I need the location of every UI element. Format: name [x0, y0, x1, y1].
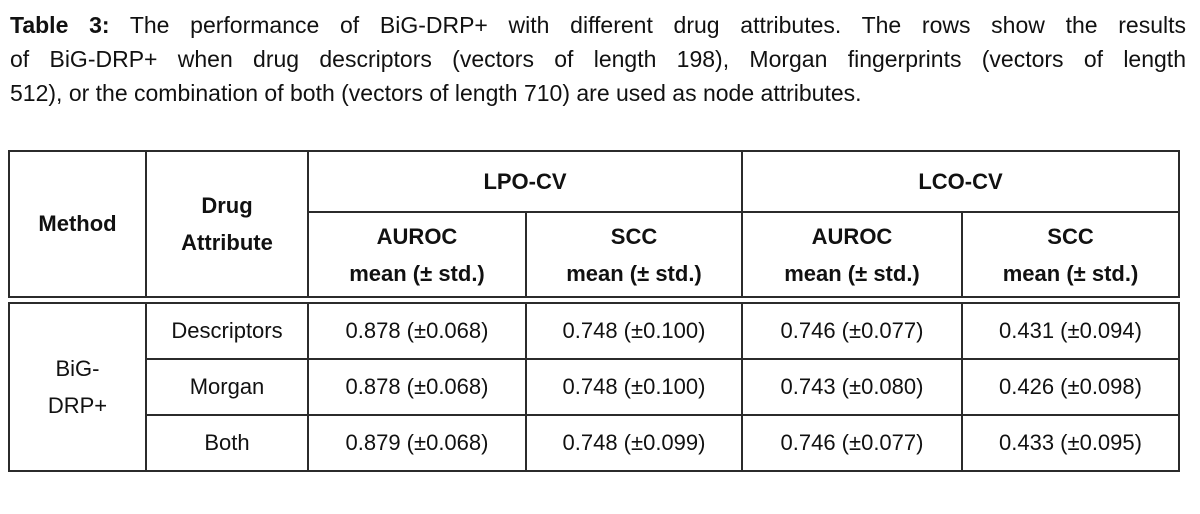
value-cell: 0.878 (±0.068) [307, 302, 527, 360]
value-cell: 0.743 (±0.080) [741, 358, 963, 416]
value-cell: 0.433 (±0.095) [961, 414, 1180, 472]
paper-page: Table 3: The performance of BiG-DRP+ wit… [0, 8, 1200, 514]
value-cell: 0.748 (±0.099) [525, 414, 743, 472]
value-cell: 0.426 (±0.098) [961, 358, 1180, 416]
value-cell: 0.431 (±0.094) [961, 302, 1180, 360]
header-lco-scc-cell: SCC mean (± std.) [960, 211, 1181, 298]
value-cell: 0.748 (±0.100) [525, 358, 743, 416]
method-value-cell: BiG- DRP+ [8, 302, 147, 472]
caption-line-2: of BiG-DRP+ when drug descriptors (vecto… [10, 46, 1186, 72]
value-cell: 0.878 (±0.068) [307, 358, 527, 416]
table-row-both: Both 0.879 (±0.068) 0.748 (±0.099) 0.746… [9, 414, 1180, 472]
header-lco-cv-cell: LCO-CV [740, 150, 1181, 213]
header-method-cell: Method [8, 150, 147, 298]
header-lpo-auroc-cell: AUROC mean (± std.) [307, 211, 527, 298]
table-caption: Table 3: The performance of BiG-DRP+ wit… [10, 8, 1186, 110]
caption-table-label: Table 3: [10, 12, 110, 38]
caption-line-3: 512), or the combination of both (vector… [10, 80, 862, 106]
caption-line-1: Table 3: The performance of BiG-DRP+ wit… [10, 8, 1186, 42]
value-cell: 0.746 (±0.077) [741, 302, 963, 360]
caption-text-1: The performance of BiG-DRP+ with differe… [129, 12, 1186, 38]
header-lpo-scc-cell: SCC mean (± std.) [525, 211, 743, 298]
header-lco-auroc-cell: AUROC mean (± std.) [741, 211, 963, 298]
results-table-header: Method Drug Attribute LPO-CV LCO-CV AURO… [8, 150, 1181, 298]
value-cell: 0.748 (±0.100) [525, 302, 743, 360]
attribute-cell: Both [145, 414, 309, 472]
results-table-body: BiG- DRP+ Descriptors 0.878 (±0.068) 0.7… [8, 302, 1180, 472]
attribute-cell: Descriptors [145, 302, 309, 360]
value-cell: 0.879 (±0.068) [307, 414, 527, 472]
header-lpo-cv-cell: LPO-CV [307, 150, 743, 213]
header-group-row: Method Drug Attribute LPO-CV LCO-CV [8, 150, 1181, 298]
header-metric-row: AUROC mean (± std.) SCC mean (± std.) AU… [9, 211, 1181, 298]
header-drug-attribute-cell: Drug Attribute [145, 150, 309, 298]
value-cell: 0.746 (±0.077) [741, 414, 963, 472]
attribute-cell: Morgan [145, 358, 309, 416]
table-row-descriptors: BiG- DRP+ Descriptors 0.878 (±0.068) 0.7… [8, 302, 1180, 472]
table-row-morgan: Morgan 0.878 (±0.068) 0.748 (±0.100) 0.7… [9, 358, 1180, 416]
